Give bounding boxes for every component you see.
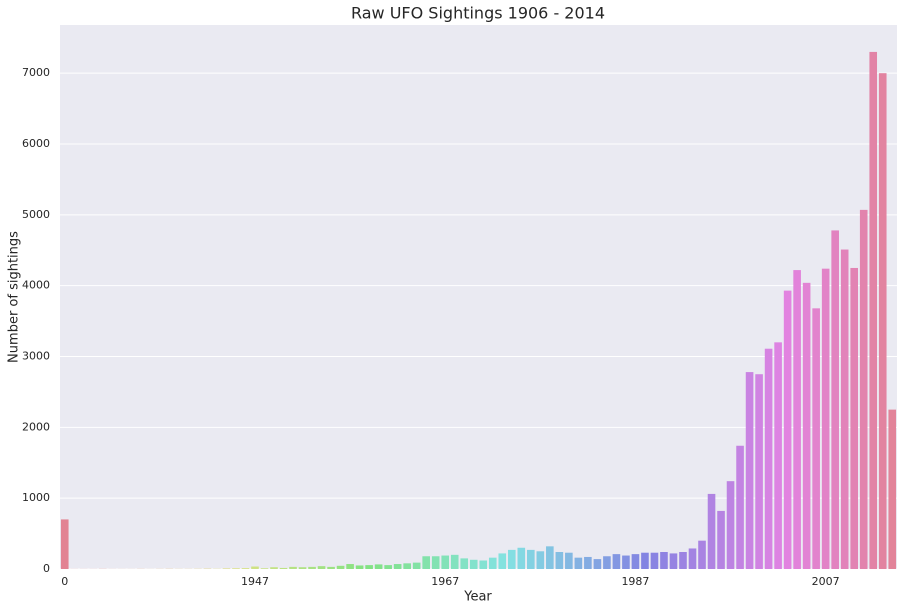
chart-title: Raw UFO Sightings 1906 - 2014: [351, 4, 605, 23]
x-tick-label: 1967: [431, 575, 459, 588]
bar: [774, 342, 782, 569]
y-axis-label: Number of sightings: [7, 231, 22, 363]
bar: [584, 556, 592, 569]
bar: [660, 552, 668, 569]
bar: [726, 481, 735, 569]
bar: [251, 566, 259, 569]
bar: [603, 556, 611, 569]
bar: [888, 409, 897, 569]
bar: [384, 565, 392, 569]
bar: [536, 551, 545, 569]
bar: [840, 249, 849, 569]
bar: [793, 270, 801, 569]
bar: [507, 549, 516, 569]
bar: [555, 552, 564, 569]
bar: [802, 282, 811, 569]
bar: [527, 549, 535, 569]
y-tick-label: 5000: [22, 208, 50, 221]
bar: [289, 566, 297, 569]
y-tick-label: 1000: [22, 491, 50, 504]
bar: [812, 308, 820, 569]
bar: [355, 565, 364, 569]
bar: [270, 567, 278, 569]
bar: [717, 510, 725, 569]
y-tick-label: 2000: [22, 420, 50, 433]
x-tick-label: 2007: [812, 575, 840, 588]
x-tick-label: 1987: [621, 575, 649, 588]
bar: [403, 563, 411, 569]
bar: [488, 557, 497, 569]
y-tick-label: 3000: [22, 350, 50, 363]
y-tick-label: 4000: [22, 279, 50, 292]
bar: [441, 555, 450, 569]
bar: [232, 568, 240, 569]
x-tick-label: 1947: [241, 575, 269, 588]
bar: [755, 374, 763, 569]
bar: [498, 553, 507, 569]
bar: [612, 554, 621, 569]
bar: [707, 493, 716, 569]
bar: [593, 559, 602, 569]
bar: [517, 547, 526, 569]
bar: [565, 552, 573, 569]
bar: [60, 519, 69, 569]
bar: [546, 546, 554, 569]
bar: [650, 552, 659, 569]
y-tick-label: 6000: [22, 137, 50, 150]
bar: [821, 268, 830, 569]
bar: [346, 564, 354, 569]
bar: [431, 556, 440, 569]
bar: [669, 553, 678, 569]
x-axis-label: Year: [463, 590, 492, 605]
bar: [450, 554, 459, 569]
bar: [298, 567, 307, 569]
bar: [336, 565, 345, 569]
bar: [859, 209, 868, 569]
bar: [831, 230, 839, 569]
bar: [412, 562, 421, 569]
y-tick-label: 0: [43, 562, 50, 575]
bar: [308, 566, 316, 569]
bar: [622, 555, 630, 569]
bar: [222, 568, 231, 569]
bar: [460, 558, 469, 569]
bar: [641, 552, 649, 569]
bar: [736, 445, 744, 569]
bar: [365, 565, 373, 569]
bar: [869, 51, 878, 569]
y-tick-label: 7000: [22, 66, 50, 79]
bar: [422, 556, 430, 569]
bar: [393, 564, 402, 569]
bar: [241, 568, 250, 569]
bar: [479, 560, 488, 569]
x-tick-label: 0: [61, 575, 68, 588]
bar: [878, 73, 887, 570]
bar: [783, 290, 792, 569]
bar: [698, 540, 706, 569]
bar: [688, 548, 697, 569]
bar: [764, 348, 773, 569]
bar: [327, 566, 335, 569]
bar: [745, 372, 754, 569]
bar: [374, 564, 383, 569]
bar: [574, 557, 583, 569]
bar: [260, 568, 269, 569]
bar: [279, 567, 288, 569]
bar: [469, 559, 478, 569]
bar: [679, 552, 687, 569]
bar: [850, 267, 859, 569]
bar: [317, 566, 326, 569]
bar: [631, 554, 640, 569]
